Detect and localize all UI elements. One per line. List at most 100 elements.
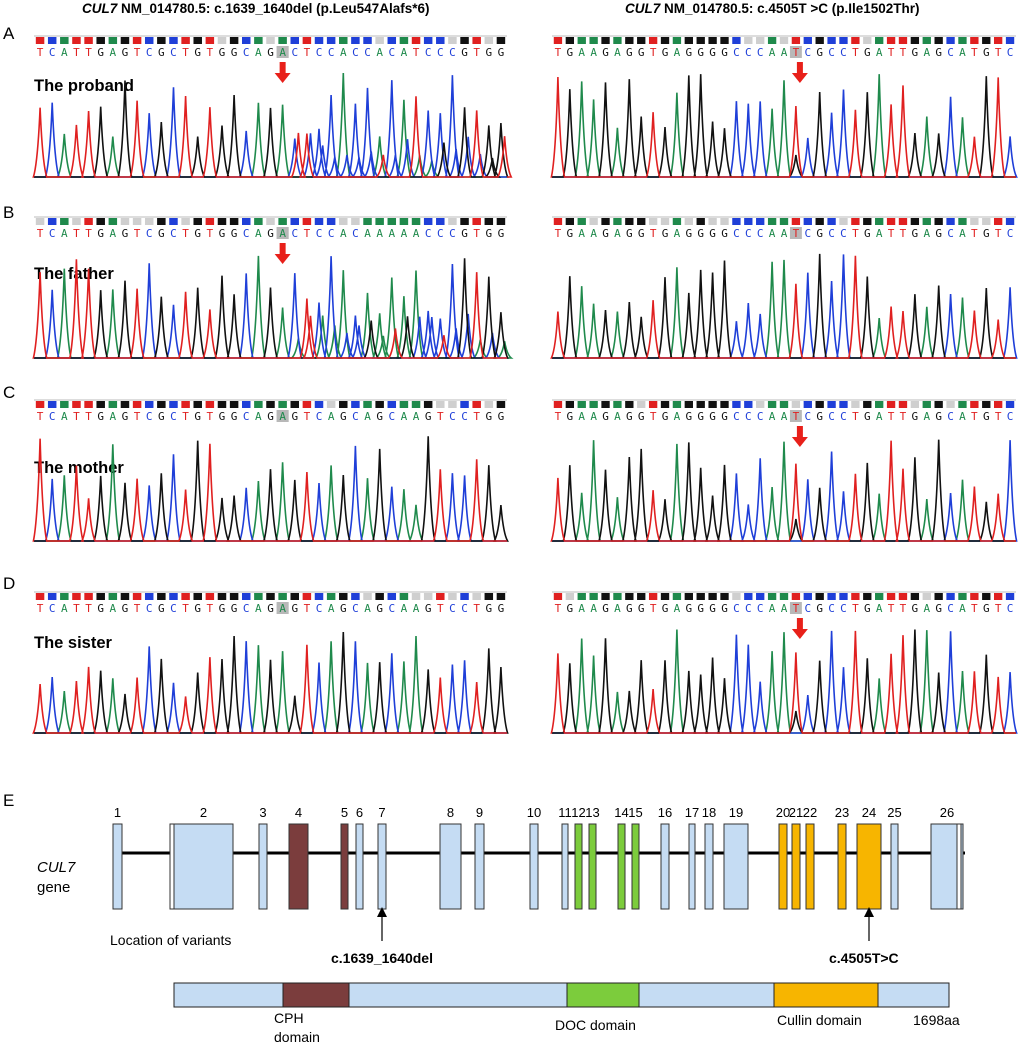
base-letter: G — [267, 46, 274, 59]
base-letter: C — [49, 227, 56, 240]
base-letter: A — [876, 227, 883, 240]
base-letter: G — [267, 227, 274, 240]
quality-square — [278, 593, 287, 600]
quality-square — [1005, 37, 1015, 44]
base-letter: T — [37, 410, 44, 423]
quality-square — [363, 218, 372, 225]
quality-square — [314, 37, 324, 44]
exon-4 — [288, 823, 309, 910]
quality-square — [613, 401, 622, 408]
quality-square — [169, 218, 178, 225]
exon-24 — [856, 823, 882, 910]
variant-left-arrowhead — [377, 907, 387, 917]
exon-1 — [112, 823, 123, 910]
left-variant-header: CUL7 NM_014780.5: c.1639_1640del (p.Leu5… — [82, 1, 429, 16]
quality-square — [460, 401, 469, 408]
base-letter: C — [328, 46, 335, 59]
exon-17 — [688, 823, 696, 910]
base-letter: T — [37, 227, 44, 240]
base-letter: G — [721, 410, 728, 423]
highlighted-base-box — [276, 410, 289, 422]
trace-t — [32, 259, 507, 359]
quality-square — [577, 37, 586, 44]
trace-g — [552, 253, 1016, 359]
exon-number-label: 15 — [628, 805, 642, 820]
panel-letter-b: B — [3, 203, 15, 222]
base-letter: C — [804, 602, 811, 615]
quality-square — [613, 37, 622, 44]
quality-square — [169, 37, 178, 44]
quality-square — [399, 218, 409, 225]
quality-square — [672, 593, 682, 600]
quality-square — [326, 401, 336, 408]
base-letter: T — [793, 410, 800, 423]
quality-square — [863, 37, 872, 44]
quality-square — [484, 218, 494, 225]
base-letter: A — [769, 602, 776, 615]
base-letter: A — [255, 46, 262, 59]
base-letter: G — [231, 602, 238, 615]
base-letter: C — [828, 46, 835, 59]
quality-square — [132, 37, 142, 44]
base-letter: T — [73, 602, 80, 615]
base-letter: G — [485, 227, 492, 240]
base-letter: C — [425, 227, 432, 240]
quality-square — [839, 593, 848, 600]
quality-square — [660, 218, 670, 225]
quality-square — [423, 401, 433, 408]
quality-square — [375, 401, 384, 408]
base-letter: G — [626, 46, 633, 59]
quality-square — [827, 37, 836, 44]
quality-square — [205, 218, 215, 225]
quality-square — [339, 593, 348, 600]
base-letter: G — [602, 602, 609, 615]
base-letter: G — [122, 602, 129, 615]
quality-square — [637, 218, 646, 225]
quality-square — [946, 593, 955, 600]
base-letter: G — [686, 410, 693, 423]
base-letter: T — [555, 410, 562, 423]
quality-square — [970, 401, 979, 408]
highlighted-base-box — [789, 46, 802, 58]
base-letter: A — [674, 227, 681, 240]
quality-square — [363, 37, 372, 44]
base-letter: T — [900, 227, 907, 240]
base-letter: T — [85, 410, 92, 423]
base-letter: T — [650, 227, 657, 240]
base-letter: G — [267, 410, 274, 423]
exon-number-label: 9 — [476, 805, 483, 820]
quality-square — [35, 401, 45, 408]
trace-c — [552, 254, 1018, 359]
quality-square — [672, 218, 682, 225]
base-letter: T — [134, 46, 141, 59]
quality-square — [193, 218, 202, 225]
quality-square — [863, 593, 872, 600]
base-letter: C — [146, 602, 153, 615]
base-letter: T — [888, 602, 895, 615]
base-letter: A — [413, 602, 420, 615]
base-letter: A — [923, 410, 930, 423]
base-letter: A — [614, 410, 621, 423]
exon-13 — [588, 823, 597, 910]
quality-square — [484, 37, 494, 44]
base-letter: G — [122, 46, 129, 59]
left-gene-name: CUL7 — [82, 1, 118, 16]
base-letter: T — [182, 46, 189, 59]
quality-square — [637, 401, 646, 408]
trace-a — [34, 444, 507, 542]
base-letter: C — [1007, 46, 1014, 59]
quality-square — [720, 401, 729, 408]
exon-number-label: 14 — [614, 805, 628, 820]
base-letter: G — [498, 46, 505, 59]
quality-square — [108, 401, 118, 408]
quality-square — [1005, 218, 1015, 225]
base-letter: T — [888, 410, 895, 423]
quality-square — [625, 593, 634, 600]
variant-arrow-shaft — [279, 243, 286, 255]
quality-square — [851, 593, 860, 600]
base-letter: G — [709, 46, 716, 59]
base-letter: A — [255, 227, 262, 240]
quality-square — [625, 401, 634, 408]
